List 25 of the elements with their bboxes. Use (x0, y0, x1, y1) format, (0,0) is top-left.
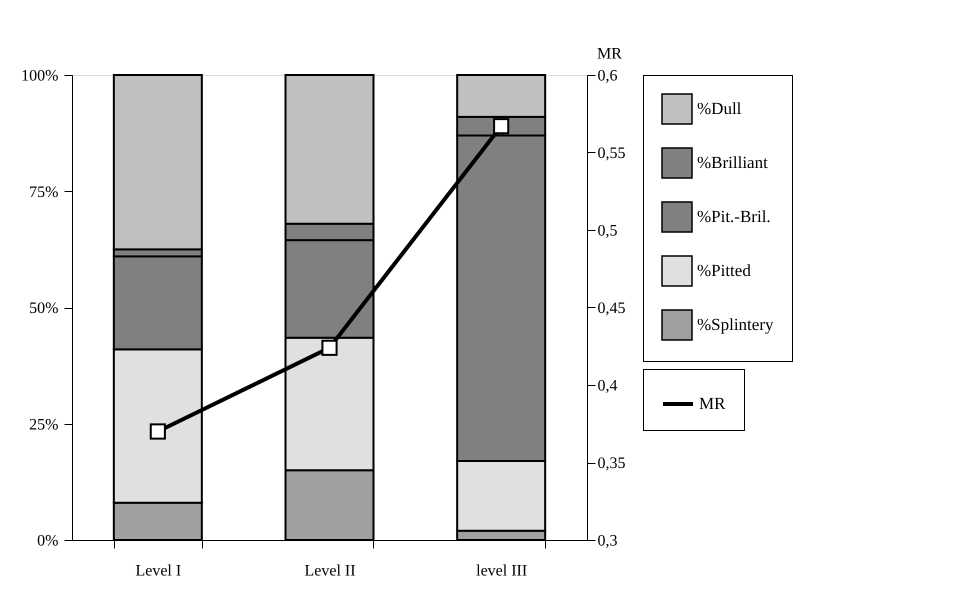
y2-tick-label: 0,35 (598, 455, 626, 472)
x-tick-label: Level II (304, 562, 356, 580)
y2-tick-label: 0,6 (598, 68, 618, 84)
point (493, 118, 510, 134)
y2-axis-title: MR (597, 46, 622, 62)
point (150, 423, 166, 440)
legend-label: %Dull (697, 99, 742, 118)
y2-tick-label: 0,55 (598, 145, 626, 162)
y-tick-label: 75% (29, 184, 58, 201)
legend-label: %Pit.-Bril. (697, 207, 771, 226)
x-tick-label: Level I (135, 562, 182, 580)
y2-tick-label: 0,45 (598, 300, 626, 317)
legend-label: MR (699, 394, 726, 413)
y2-tick-label: 0,4 (598, 378, 618, 394)
y-tick-label: 0% (37, 532, 58, 550)
y2-tick-label: 0,3 (598, 532, 618, 550)
y2-tick-label: 0,5 (598, 222, 618, 240)
legend-label: %Pitted (697, 261, 752, 280)
y-tick-label: 25% (29, 416, 58, 434)
y-tick-label: 100% (21, 68, 58, 84)
legend-label: %Brilliant (697, 153, 768, 172)
point (321, 340, 338, 356)
y-tick-label: 50% (29, 300, 58, 317)
x-tick-label: level III (476, 562, 528, 580)
legend-label: %Splintery (697, 315, 774, 334)
